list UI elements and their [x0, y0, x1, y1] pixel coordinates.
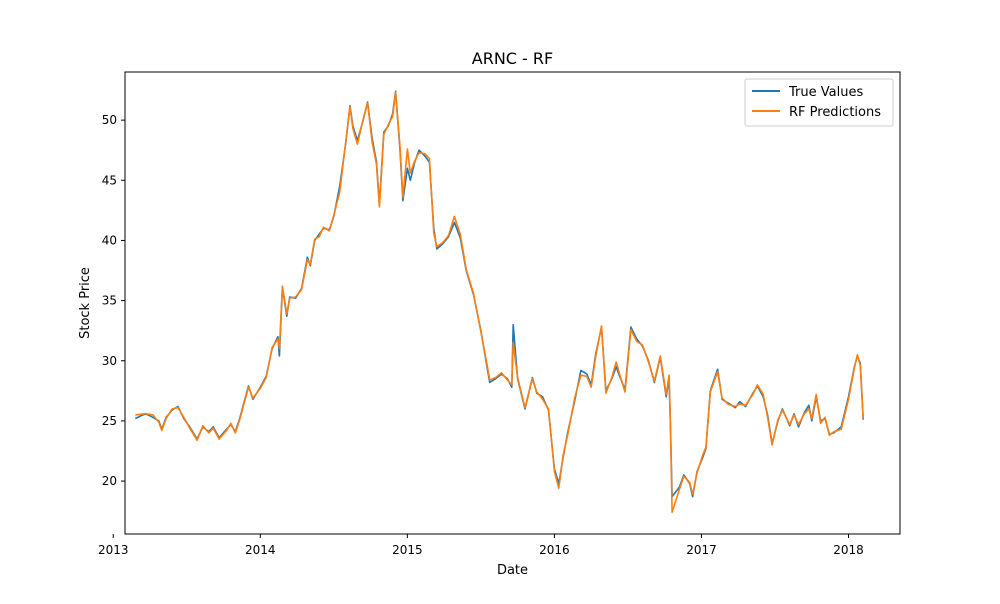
- y-tick-label: 50: [102, 113, 117, 127]
- series-layer: [134, 90, 864, 514]
- legend-box: [744, 78, 894, 127]
- legend-label-rf-predictions: RF Predictions: [789, 105, 881, 120]
- chart-title: ARNC - RF: [472, 49, 553, 68]
- legend-label-true-values: True Values: [788, 85, 863, 100]
- y-tick-label: 20: [102, 474, 117, 488]
- x-tick-label: 2016: [539, 543, 570, 557]
- y-axis-label: Stock Price: [78, 267, 93, 339]
- x-tick-label: 2014: [245, 543, 276, 557]
- y-tick-label: 30: [102, 354, 117, 368]
- y-tick-label: 25: [102, 414, 117, 428]
- x-tick-label: 2017: [686, 543, 717, 557]
- axes-frame: [124, 71, 901, 535]
- y-tick-label: 35: [102, 294, 117, 308]
- x-tick-label: 2015: [392, 543, 423, 557]
- x-axis-label: Date: [497, 563, 528, 578]
- x-tick-label: 2013: [98, 543, 129, 557]
- y-axis-ticks: 20 25 30 35 40 45 50: [102, 113, 125, 488]
- legend: True Values RF Predictions: [744, 78, 894, 127]
- series-line-rf-predictions: [135, 91, 864, 514]
- x-tick-label: 2018: [833, 543, 864, 557]
- x-axis-ticks: 2013 2014 2015 2016 2017 2018: [98, 534, 864, 557]
- y-tick-label: 40: [102, 233, 117, 247]
- y-tick-label: 45: [102, 173, 117, 187]
